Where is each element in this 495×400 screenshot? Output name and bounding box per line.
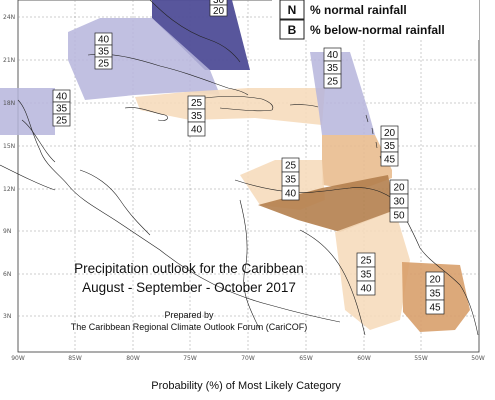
prob-value: 35	[360, 270, 372, 281]
lat-tick: 24N	[3, 14, 15, 21]
lat-tick: 12N	[3, 186, 15, 193]
prob-value: 30	[393, 197, 405, 208]
map-caption: Probability (%) of Most Likely Category	[151, 380, 341, 392]
prob-value: 40	[285, 189, 297, 200]
lon-tick: 55W	[414, 355, 428, 362]
lon-tick: 70W	[241, 355, 255, 362]
prob-box-guyana: 25 35 40	[356, 252, 376, 296]
lon-tick: 75W	[183, 355, 197, 362]
prob-box-western-caribbean: 40 35 25	[52, 89, 71, 127]
prob-box-greater-antilles: 25 35 40	[187, 95, 206, 137]
prob-value: 35	[285, 175, 297, 186]
legend-text-normal: % normal rainfall	[310, 3, 407, 17]
lon-tick: 50W	[471, 355, 485, 362]
prob-value: 35	[98, 47, 110, 58]
lon-tick: 65W	[299, 355, 313, 362]
credit-line1: Prepared by	[164, 310, 214, 320]
region-bahamas-top	[152, 0, 250, 70]
prob-value: 45	[429, 303, 441, 314]
latitude-ticks: 24N 21N 18N 15N 12N 9N 6N 3N	[3, 14, 15, 320]
lat-tick: 3N	[3, 313, 11, 320]
prob-box-trinidad: 20 30 50	[389, 179, 409, 223]
prob-box-suriname: 20 35 45	[425, 271, 445, 315]
prob-box-abc-islands: 25 35 40	[281, 157, 300, 201]
region-trinidad	[258, 175, 395, 232]
prob-value: 25	[191, 98, 203, 109]
prob-value: 35	[384, 141, 396, 152]
region-eastern-caribbean	[322, 135, 392, 190]
region-greater-antilles	[135, 88, 325, 125]
prob-value: 25	[98, 59, 110, 70]
lon-tick: 85W	[68, 355, 82, 362]
prob-box-cuba-bahamas: 40 35 25	[94, 32, 113, 70]
credit-line2: The Caribbean Regional Climate Outlook F…	[71, 322, 308, 332]
prob-value: 30	[213, 0, 225, 6]
map-title-line1: Precipitation outlook for the Caribbean	[74, 261, 304, 276]
prob-value: 25	[327, 77, 339, 88]
lon-tick: 90W	[11, 355, 25, 362]
prob-value: 35	[327, 63, 339, 74]
prob-value: 35	[429, 289, 441, 300]
prob-value: 40	[327, 50, 339, 61]
prob-box-bahamas-top: 30 20	[209, 0, 228, 17]
legend: N % normal rainfall B % below-normal rai…	[272, 0, 479, 40]
prob-value: 40	[56, 92, 68, 103]
lat-tick: 6N	[3, 271, 11, 278]
legend-letter-below: B	[288, 23, 297, 37]
prob-value: 35	[191, 111, 203, 122]
lat-tick: 21N	[3, 57, 15, 64]
prob-value: 25	[360, 256, 372, 267]
map-title-line2: August - September - October 2017	[82, 280, 296, 295]
prob-value: 40	[191, 125, 203, 136]
graticule	[18, 0, 479, 352]
prob-value: 25	[285, 161, 297, 172]
prob-value: 20	[384, 128, 396, 139]
legend-text-below: % below-normal rainfall	[310, 23, 445, 37]
legend-letter-normal: N	[288, 3, 297, 17]
prob-box-northern-lesser-antilles: 40 35 25	[323, 47, 342, 89]
prob-value: 40	[360, 284, 372, 295]
prob-box-eastern-caribbean: 20 35 45	[380, 125, 399, 167]
prob-value: 20	[213, 6, 225, 17]
prob-value: 25	[56, 116, 68, 127]
lat-tick: 18N	[3, 100, 15, 107]
prob-value: 20	[393, 183, 405, 194]
prob-value: 35	[56, 104, 68, 115]
longitude-ticks: 90W 85W 80W 75W 70W 65W 60W 55W 50W	[11, 355, 485, 362]
prob-value: 45	[384, 155, 396, 166]
lon-tick: 80W	[126, 355, 140, 362]
legend-background	[272, 0, 479, 40]
region-western-caribbean	[0, 88, 55, 135]
lon-tick: 60W	[357, 355, 371, 362]
lat-tick: 9N	[3, 228, 11, 235]
prob-value: 40	[98, 35, 110, 46]
prob-value: 50	[393, 211, 405, 222]
prob-value: 20	[429, 275, 441, 286]
lat-tick: 15N	[3, 143, 15, 150]
